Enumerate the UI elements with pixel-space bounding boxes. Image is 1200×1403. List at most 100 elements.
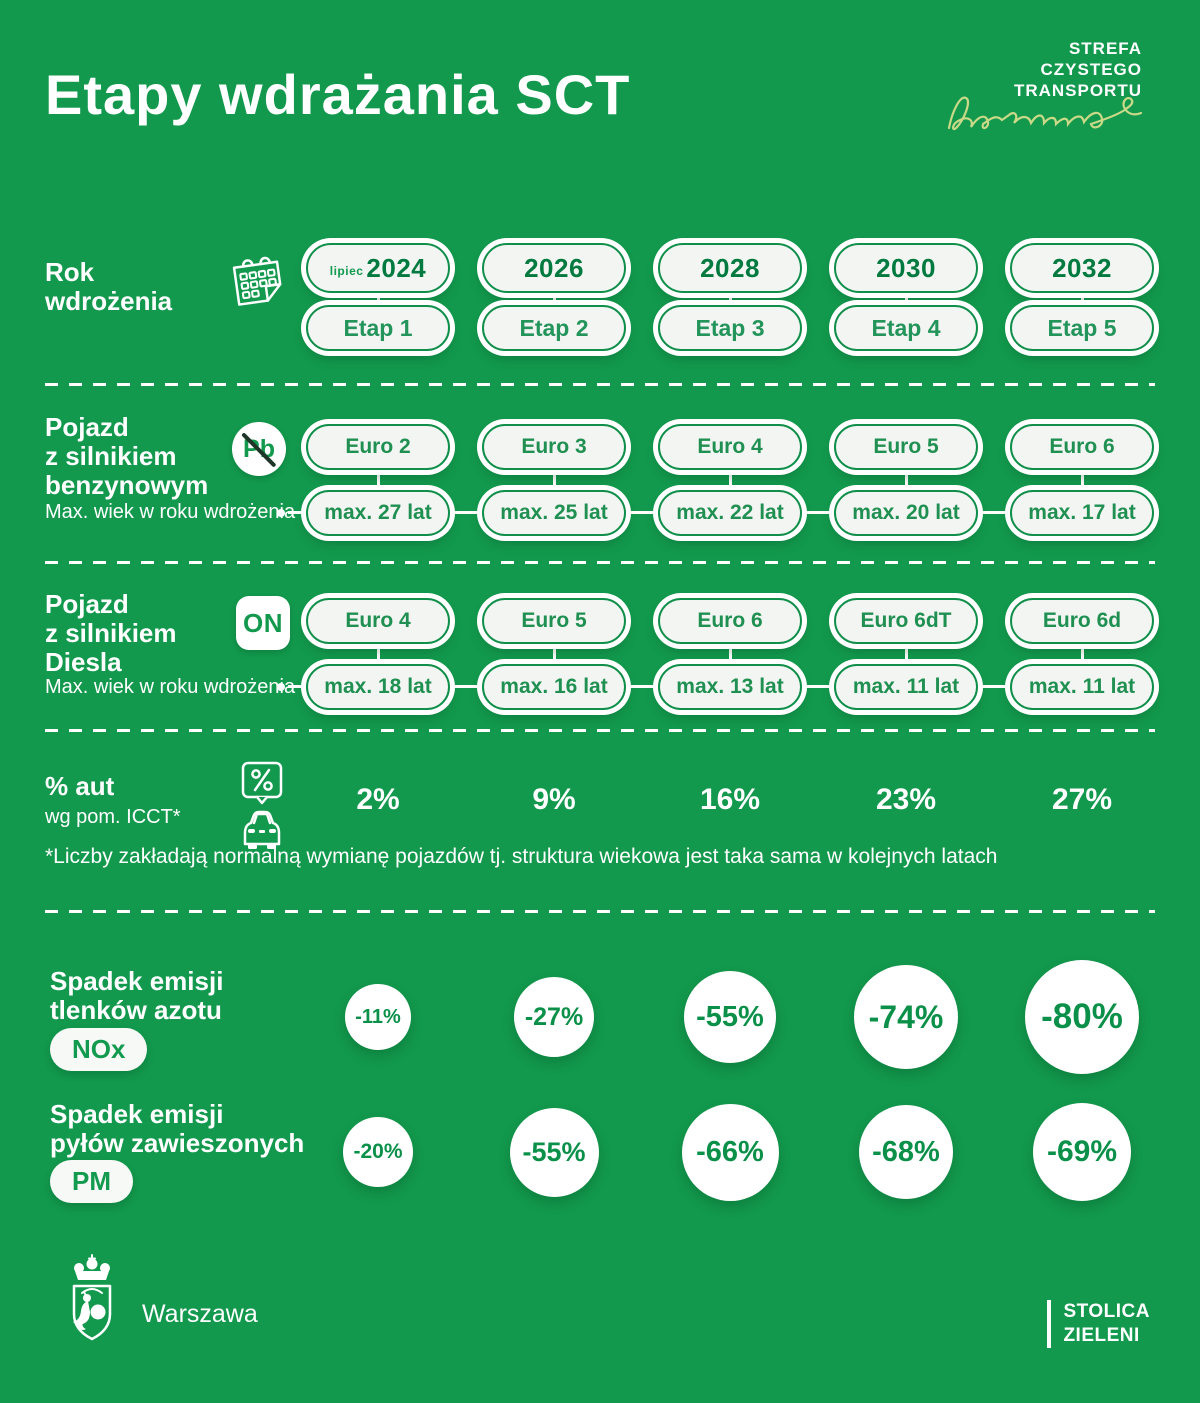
timeline-columns: lipiec 2024 Etap 1 2026 Etap 2 2028 Etap… [290,243,1170,351]
pm-circle: -55% [509,1107,599,1197]
carshare-value: 23% [875,783,937,816]
petrol-columns: Euro 2 max. 27 lat Euro 3 max. 25 lat Eu… [290,424,1170,536]
timeline-column: lipiec 2024 Etap 1 [306,243,450,351]
max-age-pill: max. 16 lat [482,664,626,710]
carshare-value: 2% [356,783,400,816]
nox-circle: -27% [514,977,594,1057]
connector-line [552,470,556,490]
euro-norm-pill: Euro 6 [658,598,802,644]
connector-line [552,293,556,305]
max-age-pill: max. 20 lat [834,490,978,536]
euro-norm-pill: Euro 6dT [834,598,978,644]
nox-label: Spadek emisji tlenków azotu [50,966,224,1025]
diesel-column: Euro 6dT max. 11 lat [834,598,978,710]
calendar-icon [228,250,290,314]
nox-circles: -11% -27% -55% -74% -80% [290,952,1170,1082]
timeline-column: 2030 Etap 4 [834,243,978,351]
warsaw-mermaid-crest-icon [58,1254,126,1346]
dashed-divider [45,729,1155,732]
pm-circles: -20% -55% -66% -68% -69% [290,1092,1170,1212]
diesel-subtitle: Max. wiek w roku wdrożenia [45,676,296,698]
timeline-column: 2028 Etap 3 [658,243,802,351]
petrol-subtitle: Max. wiek w roku wdrożenia [45,501,296,523]
euro-norm-pill: Euro 6 [1010,424,1154,470]
dashed-divider [45,561,1155,564]
diesel-columns: Euro 4 max. 18 lat Euro 5 max. 16 lat Eu… [290,598,1170,710]
nox-circle: -55% [684,971,776,1063]
stage-pill: Etap 2 [482,305,626,351]
connector-line [904,644,908,664]
max-age-pill: max. 13 lat [658,664,802,710]
carshare-value: 16% [699,783,761,816]
nox-circle: -11% [345,984,411,1050]
petrol-column: Euro 6 max. 17 lat [1010,424,1154,536]
year-pill: lipiec 2024 [306,243,450,293]
petrol-column: Euro 5 max. 20 lat [834,424,978,536]
pm-circle: -68% [859,1105,953,1199]
connector-line [728,470,732,490]
nox-circle: -80% [1025,960,1139,1074]
connector-line [1080,644,1084,664]
connector-line [376,293,380,305]
max-age-pill: max. 27 lat [306,490,450,536]
year-pill: 2030 [834,243,978,293]
sct-logo-line: STREFA [1068,39,1142,58]
diesel-on-icon: ON [236,596,290,650]
diesel-column: Euro 6 max. 13 lat [658,598,802,710]
city-name: Warszawa [142,1300,258,1328]
pm-label: Spadek emisji pyłów zawieszonych [50,1099,305,1158]
euro-norm-pill: Euro 3 [482,424,626,470]
year-pill: 2032 [1010,243,1154,293]
no-lead-pb-icon: Pb [232,422,286,476]
diesel-column: Euro 6d max. 11 lat [1010,598,1154,710]
diesel-label: Pojazd z silnikiem Diesla [45,589,177,677]
stage-pill: Etap 1 [306,305,450,351]
connector-line [552,644,556,664]
max-age-pill: max. 18 lat [306,664,450,710]
euro-norm-pill: Euro 6d [1010,598,1154,644]
sct-logo: STREFA CZYSTEGO TRANSPORTU [1014,38,1142,101]
connector-line [1080,293,1084,305]
diesel-column: Euro 5 max. 16 lat [482,598,626,710]
footnote: *Liczby zakładają normalną wymianę pojaz… [45,845,998,868]
connector-line [728,293,732,305]
carshare-values: 2% 9% 16% 23% 27% [290,780,1170,820]
petrol-column: Euro 2 max. 27 lat [306,424,450,536]
connector-line [904,470,908,490]
max-age-pill: max. 11 lat [834,664,978,710]
connector-line [376,644,380,664]
euro-norm-pill: Euro 2 [306,424,450,470]
sct-logo-line: TRANSPORTU [1013,81,1142,100]
petrol-column: Euro 4 max. 22 lat [658,424,802,536]
carshare-value: 27% [1051,783,1113,816]
max-age-pill: max. 25 lat [482,490,626,536]
year-pill: 2028 [658,243,802,293]
city-slogan: STOLICA ZIELENI [1047,1300,1150,1348]
carshare-subtitle: wg pom. ICCT* [45,806,181,828]
connector-line [376,470,380,490]
pm-circle: -66% [681,1103,779,1201]
diesel-column: Euro 4 max. 18 lat [306,598,450,710]
carshare-label: % aut [45,771,115,801]
max-age-pill: max. 22 lat [658,490,802,536]
petrol-column: Euro 3 max. 25 lat [482,424,626,536]
connector-line [904,293,908,305]
euro-norm-pill: Euro 4 [658,424,802,470]
nox-badge: NOx [50,1028,148,1071]
pm-circle: -69% [1033,1103,1131,1201]
sct-logo-line: CZYSTEGO [1040,60,1142,79]
year-prefix: lipiec [329,263,364,278]
carshare-value: 9% [532,783,576,816]
stage-pill: Etap 3 [658,305,802,351]
connector-line [728,644,732,664]
timeline-column: 2026 Etap 2 [482,243,626,351]
max-age-pill: max. 17 lat [1010,490,1154,536]
dashed-divider [45,383,1155,386]
year-pill: 2026 [482,243,626,293]
car-percent-icon: % [233,760,291,852]
year-label: 2024 [366,252,427,283]
timeline-column: 2032 Etap 5 [1010,243,1154,351]
max-age-pill: max. 11 lat [1010,664,1154,710]
connector-line [1080,470,1084,490]
